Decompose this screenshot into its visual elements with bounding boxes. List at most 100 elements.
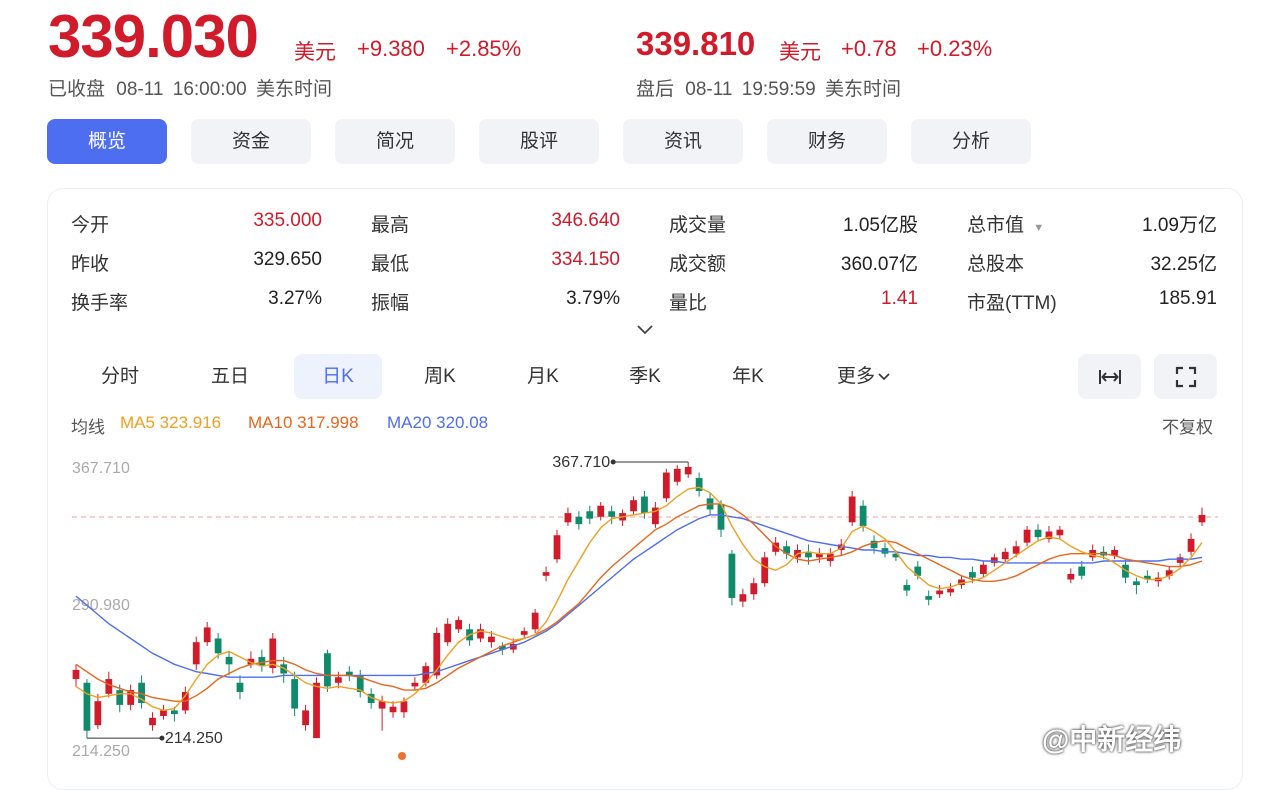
tab-financials[interactable]: 财务	[767, 119, 887, 164]
candle-body	[411, 682, 419, 687]
candle-body	[586, 511, 594, 519]
candle-body	[367, 693, 375, 704]
market-cap-value: 1.09万亿	[1142, 215, 1217, 236]
fit-width-button[interactable]	[1078, 354, 1141, 399]
candle-body	[127, 690, 135, 705]
candle-body	[433, 632, 441, 676]
candle-body	[498, 645, 506, 650]
caret-down-icon: ▼	[1033, 222, 1045, 234]
candle-body	[444, 623, 452, 643]
event-dot-icon[interactable]	[398, 752, 406, 760]
ah-status-text: 盘后	[636, 79, 675, 100]
amount-label: 成交额	[669, 254, 727, 275]
ma10-legend: MA10 317.998	[248, 413, 359, 432]
candle-body	[531, 612, 539, 630]
candle-body	[1001, 551, 1009, 560]
tab-news[interactable]: 资讯	[623, 119, 743, 164]
last-price: 339.030	[48, 3, 259, 70]
candle-body	[870, 540, 878, 549]
prev-close-label: 昨收	[71, 254, 110, 275]
period-intraday[interactable]: 分时	[100, 366, 139, 387]
total-shares-value: 32.25亿	[1150, 254, 1217, 275]
candle-body	[389, 706, 397, 713]
y-axis-label-bottom: 214.250	[72, 743, 130, 760]
open-label: 今开	[71, 215, 110, 236]
candle-body	[477, 629, 484, 639]
max-marker: 367.710	[552, 454, 689, 471]
fullscreen-icon	[1175, 366, 1196, 387]
ma-label: 均线	[71, 418, 105, 437]
candle-body	[302, 710, 309, 726]
candle-body	[1165, 570, 1173, 576]
candle-body	[695, 478, 703, 491]
market-cap-label-text: 总市值	[967, 215, 1025, 236]
fit-width-icon	[1098, 369, 1121, 384]
candle-body	[236, 682, 244, 692]
pe-ttm-label: 市盈(TTM)	[967, 293, 1057, 314]
tab-profile[interactable]: 简况	[335, 119, 455, 164]
status-date: 08-11	[116, 79, 164, 100]
candle-body	[1198, 514, 1206, 523]
period-more[interactable]: 更多	[826, 354, 902, 399]
tab-funds[interactable]: 资金	[191, 119, 311, 164]
candle-body	[291, 679, 299, 709]
candle-body	[160, 710, 167, 716]
candle-body	[1056, 529, 1064, 536]
candle-body	[783, 546, 790, 554]
candle-body	[170, 710, 178, 715]
min-marker-label: 214.250	[165, 730, 223, 747]
candle-body	[564, 513, 572, 523]
candle-body	[345, 671, 353, 676]
candle-body	[969, 572, 976, 578]
min-marker: 214.250	[86, 730, 223, 747]
candle-body	[105, 679, 113, 694]
candles	[72, 462, 1206, 739]
candle-body	[597, 505, 605, 517]
candle-body	[608, 511, 616, 517]
amplitude-value: 3.79%	[566, 288, 620, 309]
candle-body	[805, 551, 812, 558]
candle-body	[192, 642, 200, 665]
candle-body	[1045, 531, 1053, 539]
candle-body	[72, 669, 80, 680]
y-axis-label-mid: 290.980	[72, 597, 130, 614]
adjust-toggle[interactable]: 不复权	[1162, 418, 1213, 437]
period-five-day[interactable]: 五日	[210, 366, 249, 387]
total-shares-label: 总股本	[967, 254, 1025, 275]
candle-body	[378, 701, 386, 709]
market-cap-label[interactable]: 总市值 ▼	[967, 210, 1044, 237]
period-yearly-k[interactable]: 年K	[732, 366, 764, 387]
ma20-legend: MA20 320.08	[387, 413, 489, 432]
candle-body	[422, 666, 430, 683]
period-quarterly-k[interactable]: 季K	[629, 366, 661, 387]
market-status: 已收盘 08-11 16:00:00 美东时间	[48, 74, 332, 101]
candle-body	[673, 468, 681, 482]
expand-chevron-icon[interactable]	[636, 322, 654, 341]
candle-body	[1176, 557, 1184, 563]
candle-body	[1067, 573, 1075, 580]
tab-analysis[interactable]: 分析	[911, 119, 1031, 164]
tab-overview[interactable]: 概览	[47, 119, 167, 164]
candle-body	[553, 535, 561, 560]
tab-reviews[interactable]: 股评	[479, 119, 599, 164]
period-weekly-k[interactable]: 周K	[424, 366, 456, 387]
candle-body	[761, 557, 769, 584]
candle-body	[313, 682, 320, 739]
period-daily-k[interactable]: 日K	[294, 354, 382, 399]
prev-close-value: 329.650	[253, 249, 322, 270]
candle-body	[848, 496, 856, 523]
candle-body	[356, 675, 364, 692]
candle-body	[662, 472, 670, 499]
candle-body	[247, 658, 255, 665]
period-monthly-k[interactable]: 月K	[527, 366, 559, 387]
candle-body	[1012, 546, 1020, 554]
candlestick-chart[interactable]: 367.710 290.980 214.250 367.710 214.250	[0, 440, 1261, 768]
fullscreen-button[interactable]	[1154, 354, 1217, 399]
status-time: 16:00:00	[172, 79, 247, 100]
candle-body	[925, 596, 933, 600]
candle-body	[684, 466, 692, 475]
low-label: 最低	[371, 254, 410, 275]
volume-ratio-label: 量比	[669, 293, 708, 314]
candle-body	[455, 620, 463, 630]
candle-body	[203, 627, 211, 643]
